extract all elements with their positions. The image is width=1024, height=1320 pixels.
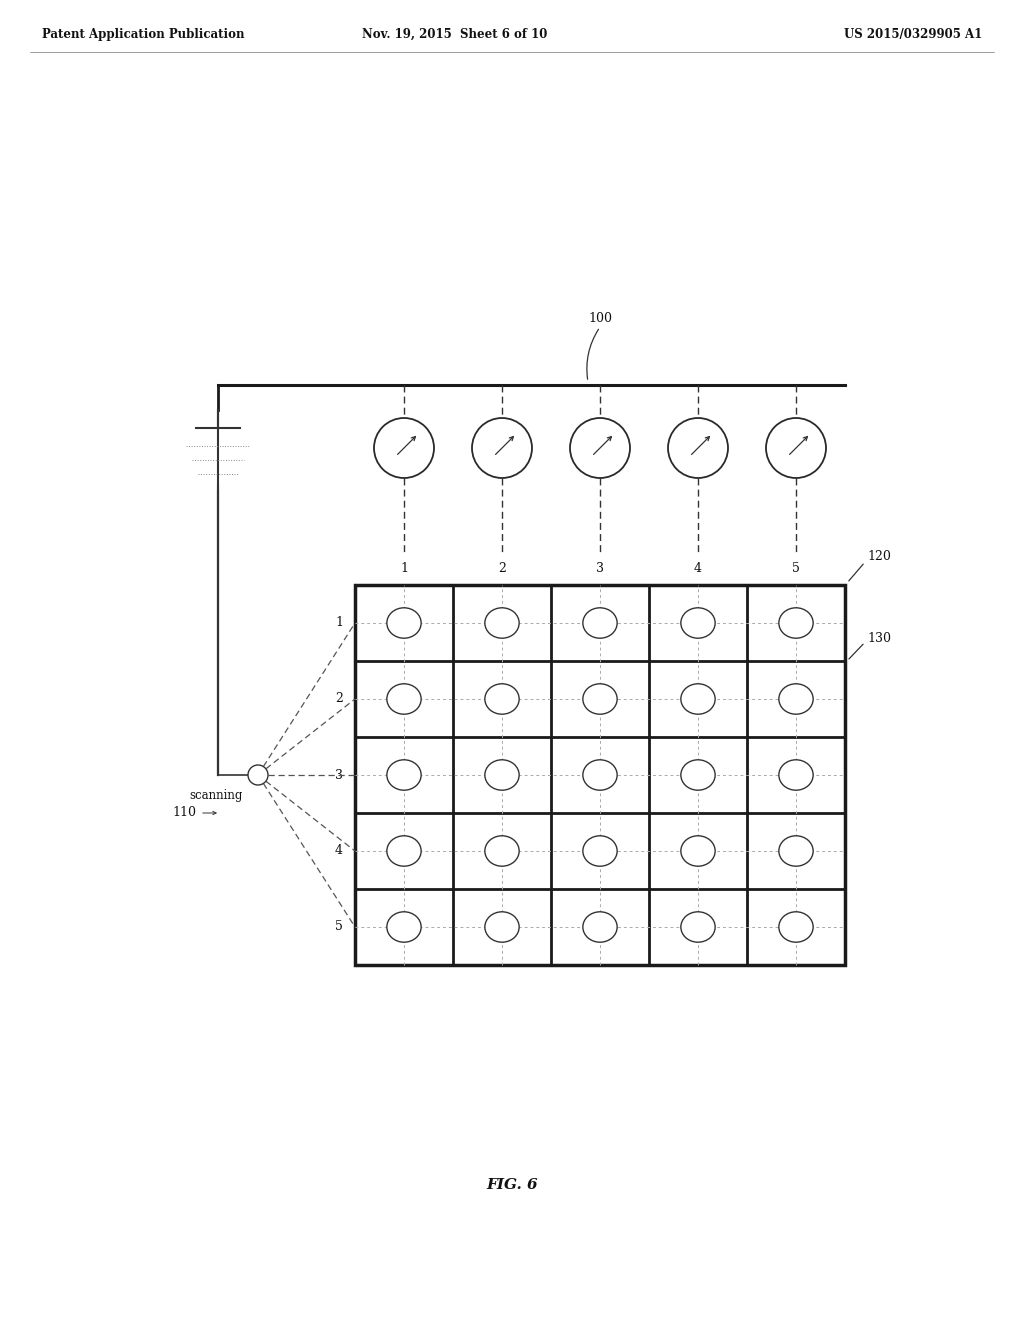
Ellipse shape	[681, 684, 715, 714]
Ellipse shape	[779, 760, 813, 791]
Bar	[355, 585, 845, 965]
Text: 5: 5	[792, 562, 800, 576]
Text: 2: 2	[498, 562, 506, 576]
Text: US 2015/0329905 A1: US 2015/0329905 A1	[844, 28, 982, 41]
Circle shape	[472, 418, 532, 478]
Ellipse shape	[583, 684, 617, 714]
Ellipse shape	[484, 760, 519, 791]
Text: 1: 1	[400, 562, 408, 576]
Circle shape	[374, 418, 434, 478]
Text: Nov. 19, 2015  Sheet 6 of 10: Nov. 19, 2015 Sheet 6 of 10	[362, 28, 548, 41]
Ellipse shape	[484, 684, 519, 714]
Ellipse shape	[779, 607, 813, 638]
Text: 1: 1	[335, 616, 343, 630]
Circle shape	[248, 766, 268, 785]
Text: 4: 4	[335, 845, 343, 858]
Ellipse shape	[681, 760, 715, 791]
Text: 120: 120	[867, 550, 891, 564]
Ellipse shape	[387, 760, 421, 791]
Text: Patent Application Publication: Patent Application Publication	[42, 28, 245, 41]
Text: 2: 2	[335, 693, 343, 705]
Circle shape	[668, 418, 728, 478]
Text: FIG. 6: FIG. 6	[486, 1177, 538, 1192]
Circle shape	[766, 418, 826, 478]
Ellipse shape	[484, 607, 519, 638]
Circle shape	[570, 418, 630, 478]
Text: 100: 100	[588, 312, 612, 325]
Text: 5: 5	[335, 920, 343, 933]
Ellipse shape	[583, 607, 617, 638]
Ellipse shape	[583, 912, 617, 942]
Ellipse shape	[387, 607, 421, 638]
Ellipse shape	[779, 912, 813, 942]
Ellipse shape	[484, 912, 519, 942]
Ellipse shape	[583, 836, 617, 866]
Ellipse shape	[681, 912, 715, 942]
Text: 130: 130	[867, 632, 891, 644]
Ellipse shape	[387, 684, 421, 714]
Ellipse shape	[681, 836, 715, 866]
Ellipse shape	[484, 836, 519, 866]
Text: scanning: scanning	[189, 789, 243, 803]
Text: 4: 4	[694, 562, 702, 576]
Text: 110: 110	[172, 807, 196, 820]
Ellipse shape	[681, 607, 715, 638]
Ellipse shape	[583, 760, 617, 791]
Ellipse shape	[779, 836, 813, 866]
Ellipse shape	[779, 684, 813, 714]
Ellipse shape	[387, 836, 421, 866]
Ellipse shape	[387, 912, 421, 942]
Text: 3: 3	[335, 768, 343, 781]
Text: 3: 3	[596, 562, 604, 576]
